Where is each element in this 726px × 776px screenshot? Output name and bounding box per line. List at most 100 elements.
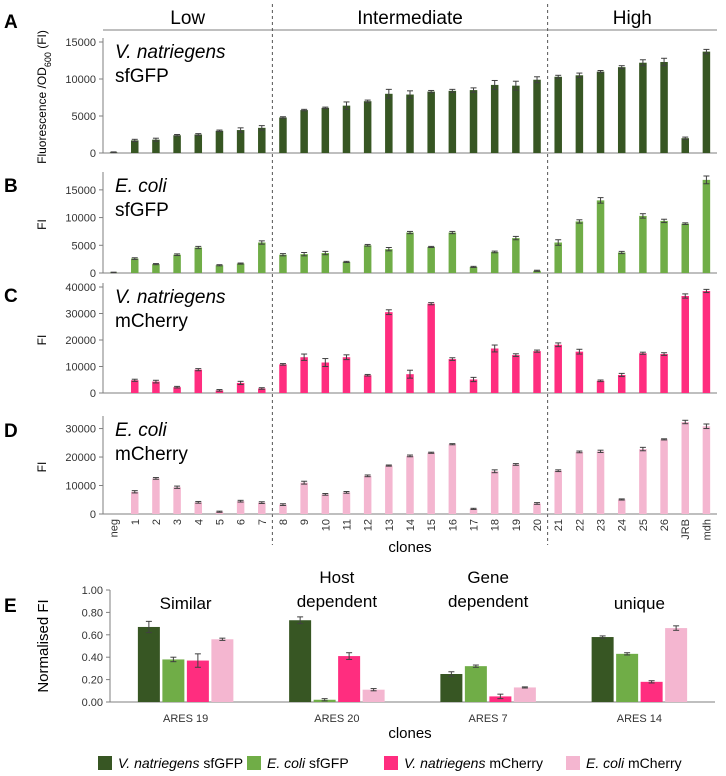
bar-1 [131, 258, 139, 273]
x-tick-label: 6 [236, 519, 248, 525]
bar-13 [385, 465, 393, 514]
x-tick-label: 16 [447, 519, 459, 531]
x-tick-label: ARES 14 [617, 713, 662, 725]
panel-letter: C [4, 286, 18, 307]
bar-6 [236, 263, 245, 273]
bar-14 [406, 94, 414, 153]
bar-26 [660, 61, 668, 154]
y-tick-label: 0 [90, 268, 96, 280]
legend-label: V. natriegens sfGFP [118, 755, 243, 771]
bar-1 [131, 491, 139, 514]
x-tick-label: 18 [490, 519, 502, 531]
bar-ares-14 [640, 681, 663, 702]
bar-24 [617, 374, 626, 393]
bar-15 [427, 452, 435, 514]
x-axis-title: clones [388, 725, 431, 742]
bar-ares-20 [338, 656, 361, 702]
bar-7 [258, 502, 266, 514]
x-tick-label: 12 [363, 519, 375, 531]
bar-17 [469, 266, 478, 273]
reporter-label: sfGFP [115, 66, 169, 87]
bar-JRB [681, 296, 689, 393]
bar-21 [554, 470, 562, 514]
bar-9 [300, 110, 308, 153]
bar-ares-20 [289, 620, 312, 702]
bar-17 [469, 508, 478, 514]
legend-label: V. natriegens mCherry [404, 755, 543, 771]
species-label: V. natriegens [115, 287, 226, 308]
bar-11 [342, 492, 351, 514]
bar-1 [131, 140, 139, 153]
x-tick-label: 24 [617, 519, 629, 531]
bar-19 [512, 464, 520, 514]
bar-JRB [681, 421, 689, 514]
bar-18 [490, 348, 499, 393]
x-tick-label: ARES 19 [163, 713, 208, 725]
bar-14 [406, 455, 414, 514]
bar-18 [490, 471, 499, 514]
x-tick-label: 4 [193, 519, 205, 525]
bar-5 [215, 265, 224, 273]
y-tick-label: 15000 [65, 185, 96, 197]
bar-ares-20 [362, 689, 385, 702]
bar-4 [194, 134, 203, 153]
bar-23 [596, 71, 605, 153]
panel-b: B 0 5000 10000 15000 E. coli sfGFP FI [4, 172, 717, 280]
bar-ares-7 [464, 666, 487, 702]
x-tick-label: 5 [214, 519, 226, 525]
bar-mdh [702, 51, 711, 154]
group-label-high: High [613, 8, 652, 29]
bar-16 [448, 359, 457, 393]
legend-swatch [247, 756, 261, 770]
bar-2 [152, 478, 160, 514]
bar-15 [427, 91, 435, 153]
bar-23 [596, 380, 605, 393]
y-tick-label: 10000 [65, 74, 96, 86]
x-tick-label: 8 [278, 519, 290, 525]
bar-ares-19 [186, 660, 209, 702]
legend: V. natriegens sfGFP E. coli sfGFP V. natri… [98, 755, 682, 771]
x-tick-label: 14 [405, 519, 417, 531]
group-label-low: Low [170, 8, 205, 29]
y-tick-label: 15000 [65, 37, 96, 49]
bar-23 [596, 200, 605, 273]
y-tick-label: 1.00 [82, 585, 103, 597]
bar-6 [236, 130, 245, 153]
x-tick-label: mdh [701, 519, 713, 540]
x-tick-label: 11 [341, 519, 353, 530]
legend-swatch [384, 756, 398, 770]
y-tick-label: 0 [90, 148, 96, 160]
bar-JRB [681, 223, 689, 273]
bar-ares-19 [211, 639, 234, 702]
bar-3 [173, 254, 181, 273]
bar-8 [279, 254, 287, 273]
bar-20 [533, 503, 541, 514]
bar-ares-19 [137, 626, 160, 702]
x-tick-label: neg [109, 519, 121, 537]
bar-9 [300, 254, 308, 273]
bar-22 [575, 221, 584, 273]
bar-mdh [702, 426, 711, 514]
x-tick-label: 3 [172, 519, 184, 525]
bar-mdh [702, 179, 711, 273]
bar-3 [173, 135, 181, 153]
bar-15 [427, 303, 435, 393]
reporter-label: sfGFP [115, 200, 169, 221]
species-label: V. natriegens [115, 42, 226, 63]
bar-8 [279, 504, 287, 514]
bar-20 [533, 79, 541, 153]
bar-17 [469, 379, 478, 393]
x-axis-title: clones [388, 539, 431, 556]
group-title: unique [614, 594, 665, 613]
y-tick-label: 30000 [65, 424, 96, 436]
x-tick-label: ARES 20 [314, 713, 359, 725]
bar-10 [321, 107, 330, 153]
bar-21 [554, 344, 562, 393]
bar-2 [152, 264, 160, 273]
bar-6 [236, 501, 245, 514]
y-tick-label: 10000 [65, 362, 96, 374]
x-tick-label: 17 [469, 519, 481, 531]
y-tick-label: 10000 [65, 213, 96, 225]
bar-5 [215, 511, 224, 514]
